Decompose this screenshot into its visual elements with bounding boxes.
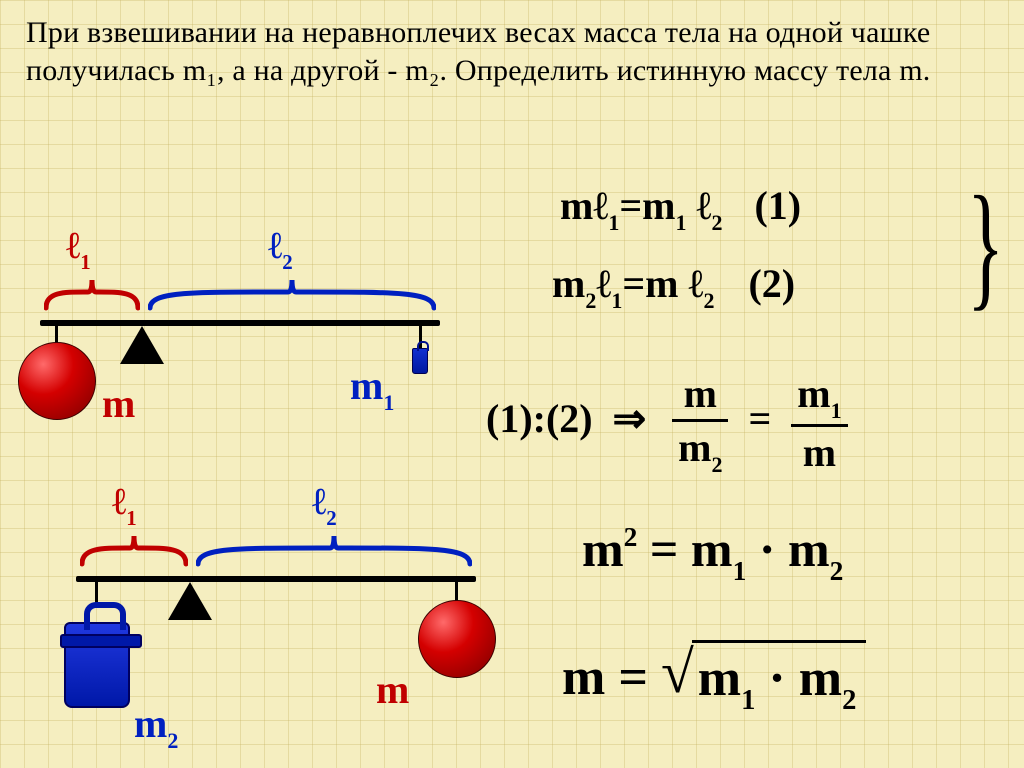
weight-big-d2: [64, 622, 130, 708]
arrow-icon: ⇒: [613, 396, 647, 441]
ball-d1: [18, 342, 96, 420]
label-m-d1: m: [102, 380, 135, 427]
frac-right-den: m: [791, 427, 847, 476]
lever-beam-d2: [76, 576, 476, 582]
equation-1: mℓ1=m1 ℓ2 (1): [560, 182, 801, 234]
ratio-derivation: (1):(2) ⇒ m m2 = m1 m: [486, 370, 854, 476]
equation-final: m = √ m1 · m2: [562, 640, 866, 714]
label-l2-d1: ℓ2: [268, 224, 293, 273]
fulcrum-d1: [120, 326, 164, 364]
radical-icon: √: [661, 638, 694, 707]
brace-l1-d1: [44, 272, 140, 312]
eq1-tag: (1): [754, 183, 801, 228]
fraction-right: m1 m: [791, 370, 847, 476]
label-m-d2: m: [376, 666, 409, 713]
label-m1-d1: m1: [350, 362, 394, 414]
label-m2-d2: m2: [134, 700, 178, 752]
eq2-body: m2ℓ1=m ℓ2: [552, 261, 714, 306]
frac-right-num: m1: [791, 370, 847, 427]
ratio-label: (1):(2): [486, 396, 593, 441]
brace-l1-d2: [80, 528, 188, 568]
label-l2-d2: ℓ2: [312, 480, 337, 529]
label-l1-d1: ℓ1: [66, 224, 91, 273]
frac-left-num: m: [672, 370, 728, 422]
problem-text: При взвешивании на неравноплечих весах м…: [26, 16, 930, 87]
radicand: m1 · m2: [692, 640, 867, 714]
eq2-tag: (2): [748, 261, 795, 306]
hanger-right-d2: [455, 582, 458, 602]
equation-squared: m2 = m1 · m2: [582, 520, 843, 584]
label-l1-d2: ℓ1: [112, 480, 137, 529]
fulcrum-d2: [168, 582, 212, 620]
lever-beam-d1: [40, 320, 440, 326]
eq1-body: mℓ1=m1 ℓ2: [560, 183, 722, 228]
sqrt: √ m1 · m2: [661, 640, 866, 714]
problem-statement: При взвешивании на неравноплечих весах м…: [26, 14, 998, 91]
hanger-left-d2: [95, 582, 98, 604]
equals-1: =: [748, 396, 771, 441]
ball-d2: [418, 600, 496, 678]
weight-small-d1: [412, 348, 428, 374]
system-brace-icon: }: [967, 176, 1004, 316]
final-lhs: m =: [562, 649, 661, 706]
brace-l2-d2: [196, 528, 472, 568]
equation-2: m2ℓ1=m ℓ2 (2): [552, 260, 795, 312]
frac-left-den: m2: [672, 422, 728, 476]
brace-l2-d1: [148, 272, 436, 312]
fraction-left: m m2: [672, 370, 728, 476]
